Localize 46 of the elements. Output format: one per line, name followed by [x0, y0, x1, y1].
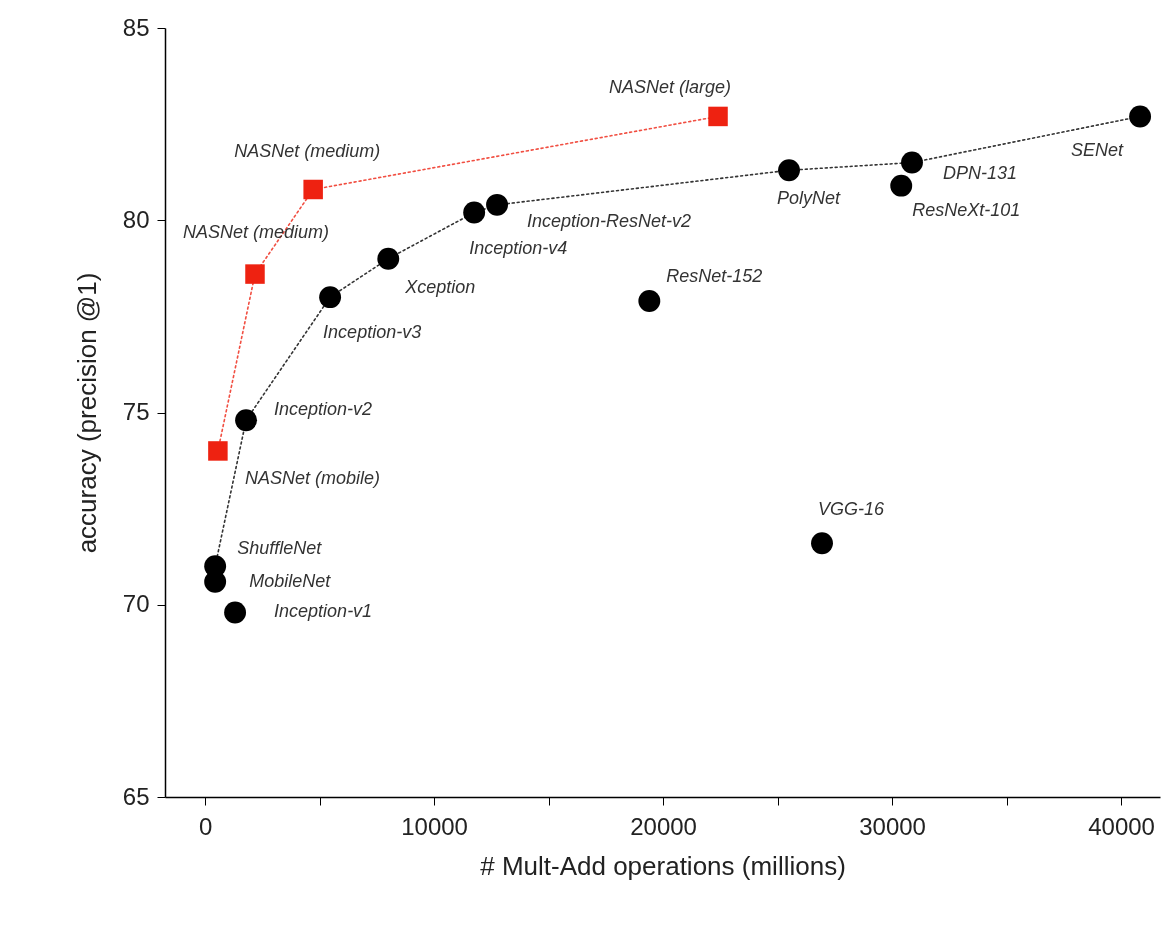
- point: [245, 264, 265, 284]
- x-tick-label: 20000: [630, 812, 697, 840]
- annotation: ResNeXt-101: [912, 199, 1021, 220]
- annotation: ShuffleNet: [237, 538, 323, 559]
- y-tick-label: 65: [122, 782, 150, 810]
- point: [638, 290, 661, 312]
- annotation: Inception-v4: [469, 237, 568, 258]
- x-tick-label: 10000: [401, 812, 468, 840]
- annotation: NASNet (medium): [183, 222, 330, 243]
- annotation: NASNet (medium): [234, 141, 381, 162]
- point: [208, 441, 228, 461]
- annotation: Inception-v2: [274, 399, 373, 420]
- point: [708, 106, 728, 127]
- annotation: DPN-131: [942, 162, 1018, 183]
- annotation: NASNet (large): [609, 77, 732, 98]
- annotation: Xception: [404, 276, 476, 297]
- point: [224, 601, 247, 624]
- y-tick-label: 75: [122, 398, 150, 425]
- annotation: VGG-16: [818, 499, 886, 520]
- annotation: ResNet-152: [666, 265, 763, 286]
- point: [303, 179, 323, 200]
- point: [901, 151, 923, 174]
- y-tick-label: 85: [122, 13, 150, 41]
- annotation: Inception-ResNet-v2: [527, 210, 692, 231]
- annotation: MobileNet: [249, 570, 332, 591]
- x-tick-label: 0: [198, 812, 213, 840]
- point: [778, 159, 800, 182]
- point: [890, 174, 913, 197]
- annotation: PolyNet: [777, 188, 842, 209]
- point: [319, 286, 342, 309]
- annotation: SENet: [1071, 140, 1125, 161]
- annotation: Inception-v3: [323, 322, 422, 343]
- point: [463, 201, 486, 224]
- x-tick-label: 40000: [1088, 812, 1155, 840]
- annotation: NASNet (mobile): [244, 467, 380, 488]
- x-tick-label: 30000: [859, 812, 926, 840]
- y-tick-label: 80: [122, 205, 150, 233]
- y-tick-label: 70: [122, 590, 150, 618]
- point: [486, 193, 508, 216]
- annotation: Inception-v1: [274, 601, 373, 622]
- x-axis-title: # Mult-Add operations (millions): [480, 850, 846, 881]
- point: [1129, 105, 1152, 128]
- point: [811, 532, 833, 555]
- point: [377, 247, 400, 270]
- y-axis-title: accuracy (precision @1): [71, 272, 102, 554]
- point: [235, 409, 258, 432]
